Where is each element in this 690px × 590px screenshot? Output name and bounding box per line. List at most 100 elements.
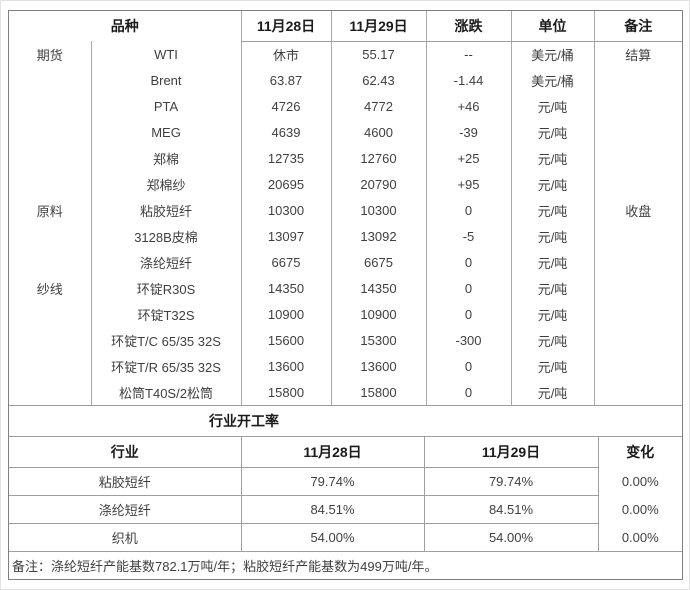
cell-remark [593,249,682,275]
cell-price-28: 10300 [240,197,331,223]
table-row: 环锭T/C 65/35 32S 15600 15300 -300 元/吨 [9,327,682,353]
cell-unit: 元/吨 [510,249,594,275]
cell-name: 郑棉 [90,145,241,171]
cell-unit: 元/吨 [510,327,594,353]
operating-rate-section-row: 行业开工率 [9,405,682,437]
cell-price-29: 62.43 [330,67,426,93]
cell-unit: 美元/桶 [510,67,594,93]
table-row: 郑棉纱 20695 20790 +95 元/吨 [9,171,682,197]
cell-change: -300 [425,327,511,353]
cell-price-28: 4726 [240,93,331,119]
cell-unit: 元/吨 [510,275,594,301]
section-title: 行业开工率 [209,413,279,429]
report-table-sheet: 品种 11月28日 11月29日 涨跌 单位 备注 期货 WTI 休市 55.1… [8,10,683,580]
cell-rate-28: 54.00% [240,523,424,551]
cell-rate-29: 54.00% [423,523,598,551]
cell-unit: 元/吨 [510,223,594,249]
cell-change: 0 [425,353,511,379]
cell-unit: 元/吨 [510,301,594,327]
cell-unit: 元/吨 [510,353,594,379]
cell-remark [593,379,682,405]
cell-change: -1.44 [425,67,511,93]
cell-price-29: 10300 [330,197,426,223]
cell-name: 粘胶短纤 [90,197,241,223]
cell-name: 涤纶短纤 [90,249,241,275]
cell-unit: 元/吨 [510,379,594,405]
cell-unit: 美元/桶 [510,41,594,67]
cell-name: 郑棉纱 [90,171,241,197]
cell-name: 3128B皮棉 [90,223,241,249]
cell-rate-29: 79.74% [423,467,598,496]
cell-price-29: 13092 [330,223,426,249]
cell-remark [593,327,682,353]
cell-price-29: 6675 [330,249,426,275]
cell-unit: 元/吨 [510,93,594,119]
cell-change: +46 [425,93,511,119]
cell-name: 松筒T40S/2松筒 [90,379,241,405]
table-row: 环锭T/R 65/35 32S 13600 13600 0 元/吨 [9,353,682,379]
cell-industry: 织机 [111,530,138,546]
cell-price-28: 14350 [240,275,331,301]
table-row: 3128B皮棉 13097 13092 -5 元/吨 [9,223,682,249]
cell-category [9,249,91,275]
cell-rate-change: 0.00% [597,495,682,523]
cell-price-28: 4639 [240,119,331,145]
cell-unit: 元/吨 [510,119,594,145]
cell-remark [593,353,682,379]
col-header-change: 变化 [597,437,682,467]
table-row: MEG 4639 4600 -39 元/吨 [9,119,682,145]
cell-change: -5 [425,223,511,249]
table-row: Brent 63.87 62.43 -1.44 美元/桶 [9,67,682,93]
cell-change: 0 [425,379,511,405]
cell-name: 环锭R30S [90,275,241,301]
table-row: 环锭T32S 10900 10900 0 元/吨 [9,301,682,327]
table-row: 涤纶短纤 6675 6675 0 元/吨 [9,249,682,275]
cell-change: 0 [425,249,511,275]
cell-category [9,353,91,379]
table-row: 原料 粘胶短纤 10300 10300 0 元/吨 收盘 [9,197,682,223]
cell-category [9,171,91,197]
table-row: PTA 4726 4772 +46 元/吨 [9,93,682,119]
cell-price-28: 63.87 [240,67,331,93]
cell-remark [593,145,682,171]
cell-price-28: 12735 [240,145,331,171]
cell-rate-change: 0.00% [597,523,682,551]
cell-category [9,223,91,249]
table-row: 期货 WTI 休市 55.17 -- 美元/桶 结算 [9,41,682,67]
cell-category [9,327,91,353]
footnote: 备注：涤纶短纤产能基数782.1万吨/年；粘胶短纤产能基数为499万吨/年。 [9,551,682,579]
price-table-header-row: 品种 11月28日 11月29日 涨跌 单位 备注 [9,11,682,42]
cell-category [9,119,91,145]
cell-industry: 涤纶短纤 [9,495,241,524]
cell-price-29: 10900 [330,301,426,327]
col-header-nov28: 11月28日 [240,11,331,42]
cell-category [9,379,91,405]
cell-price-28: 6675 [240,249,331,275]
cell-price-28: 10900 [240,301,331,327]
cell-price-29: 15300 [330,327,426,353]
cell-category [9,93,91,119]
col-header-nov28: 11月28日 [240,437,424,468]
cell-change: -39 [425,119,511,145]
cell-category: 原料 [36,203,63,219]
price-table: 品种 11月28日 11月29日 涨跌 单位 备注 期货 WTI 休市 55.1… [9,11,682,405]
cell-price-28: 15800 [240,379,331,405]
cell-rate-change: 0.00% [597,467,682,495]
cell-price-29: 20790 [330,171,426,197]
col-header-change: 涨跌 [425,11,511,42]
cell-unit: 元/吨 [510,197,594,223]
cell-change: +25 [425,145,511,171]
table-row: 松筒T40S/2松筒 15800 15800 0 元/吨 [9,379,682,405]
cell-remark [593,119,682,145]
col-header-note: 备注 [593,11,682,42]
cell-rate-28: 84.51% [240,495,424,524]
cell-price-28: 20695 [240,171,331,197]
cell-name: WTI [90,41,241,67]
cell-remark [593,223,682,249]
cell-remark [593,275,682,301]
col-header-variety: 品种 [110,18,139,34]
cell-rate-28: 79.74% [240,467,424,496]
cell-rate-29: 84.51% [423,495,598,524]
cell-change: 0 [425,197,511,223]
